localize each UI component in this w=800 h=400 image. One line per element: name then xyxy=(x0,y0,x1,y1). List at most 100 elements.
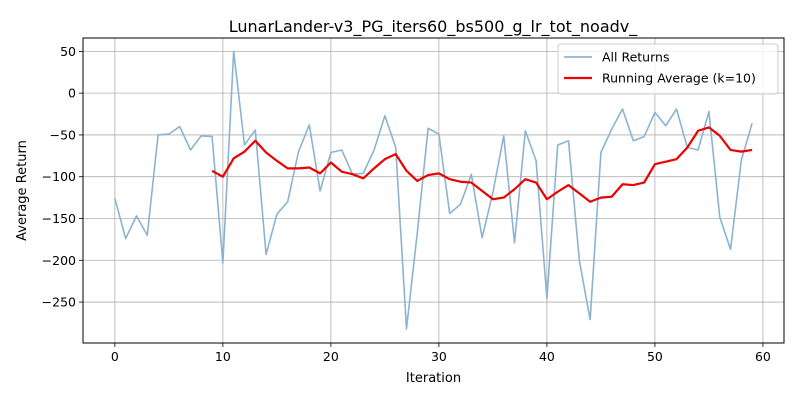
running-average-point xyxy=(686,147,688,149)
running-average-point xyxy=(492,198,494,200)
all-returns-point xyxy=(298,151,300,153)
x-tick-label: 60 xyxy=(755,349,771,364)
legend-label-all-returns: All Returns xyxy=(602,50,669,65)
running-average-point xyxy=(708,127,710,129)
running-average-point xyxy=(503,197,505,199)
all-returns-point xyxy=(622,108,624,110)
x-tick-label: 30 xyxy=(431,349,447,364)
running-average-point xyxy=(719,135,721,137)
x-tick-label: 40 xyxy=(539,349,555,364)
running-average-point xyxy=(589,201,591,203)
x-tick-label: 20 xyxy=(323,349,339,364)
grid-lines xyxy=(83,38,784,343)
running-average-point xyxy=(676,158,678,160)
running-average-point xyxy=(535,182,537,184)
all-returns-point xyxy=(200,135,202,137)
running-average-point xyxy=(460,181,462,183)
all-returns-point xyxy=(254,129,256,131)
all-returns-point xyxy=(244,144,246,146)
running-average-point xyxy=(211,170,213,172)
all-returns-point xyxy=(265,254,267,256)
running-average-point xyxy=(481,190,483,192)
axis-ticks: 0 10 20 30 40 50 60 50 0 −50 −100 −150 −200 −250 xyxy=(42,44,771,364)
running-average-point xyxy=(427,174,429,176)
all-returns-point xyxy=(481,237,483,239)
running-average-point xyxy=(233,157,235,159)
all-returns-point xyxy=(654,111,656,113)
running-average-point xyxy=(438,172,440,174)
y-tick-label: 50 xyxy=(60,44,76,59)
running-average-point xyxy=(319,172,321,174)
all-returns-point xyxy=(568,140,570,142)
series-line-all-returns xyxy=(114,50,753,330)
all-returns-point xyxy=(535,160,537,162)
running-average-point xyxy=(697,130,699,132)
plot-frame xyxy=(82,37,785,344)
all-returns-point xyxy=(125,238,127,240)
series-layer xyxy=(114,50,753,330)
x-tick-label: 0 xyxy=(111,349,119,364)
running-average-point xyxy=(654,163,656,165)
running-average-point xyxy=(265,152,267,154)
y-tick-label: −50 xyxy=(50,127,76,142)
running-average-point xyxy=(222,176,224,178)
running-average-point xyxy=(362,177,364,179)
all-returns-point xyxy=(697,149,699,151)
running-average-point xyxy=(514,188,516,190)
running-average-point xyxy=(524,178,526,180)
all-returns-point xyxy=(146,234,148,236)
running-average-point xyxy=(395,153,397,155)
all-returns-point xyxy=(136,215,138,217)
all-returns-point xyxy=(427,127,429,129)
all-returns-point xyxy=(341,149,343,151)
all-returns-point xyxy=(557,144,559,146)
all-returns-point xyxy=(406,328,408,330)
all-returns-point xyxy=(492,192,494,194)
running-average-point xyxy=(600,197,602,199)
running-average-point xyxy=(611,196,613,198)
running-average-point xyxy=(276,160,278,162)
all-returns-point xyxy=(665,125,667,127)
all-returns-point xyxy=(470,173,472,175)
y-tick-label: −100 xyxy=(42,169,76,184)
running-average-point xyxy=(751,149,753,151)
all-returns-point xyxy=(578,259,580,261)
running-average-point xyxy=(287,167,289,169)
all-returns-point xyxy=(708,111,710,113)
running-average-point xyxy=(643,182,645,184)
all-returns-point xyxy=(384,115,386,117)
all-returns-point xyxy=(524,130,526,132)
all-returns-point xyxy=(449,213,451,215)
running-average-point xyxy=(740,151,742,153)
all-returns-point xyxy=(611,128,613,130)
running-average-point xyxy=(622,183,624,185)
all-returns-point xyxy=(222,262,224,264)
running-average-point xyxy=(384,158,386,160)
running-average-point xyxy=(632,184,634,186)
running-average-point xyxy=(557,191,559,193)
x-tick-label: 10 xyxy=(215,349,231,364)
all-returns-point xyxy=(114,198,116,200)
all-returns-point xyxy=(730,249,732,251)
all-returns-point xyxy=(211,136,213,138)
y-tick-label: 0 xyxy=(68,86,76,101)
running-average-point xyxy=(730,149,732,151)
all-returns-point xyxy=(632,140,634,142)
y-tick-label: −200 xyxy=(42,253,76,268)
legend: All Returns Running Average (k=10) xyxy=(557,43,779,95)
running-average-point xyxy=(406,170,408,172)
running-average-point xyxy=(298,167,300,169)
running-average-point xyxy=(665,161,667,163)
running-average-point xyxy=(578,193,580,195)
all-returns-point xyxy=(719,216,721,218)
all-returns-point xyxy=(460,203,462,205)
all-returns-point xyxy=(168,133,170,135)
all-returns-point xyxy=(751,122,753,124)
running-average-point xyxy=(308,167,310,169)
chart-title: LunarLander-v3_PG_iters60_bs500_g_lr_tot… xyxy=(229,17,638,37)
all-returns-point xyxy=(514,242,516,244)
running-average-point xyxy=(416,180,418,182)
all-returns-point xyxy=(600,152,602,154)
all-returns-point xyxy=(319,190,321,192)
